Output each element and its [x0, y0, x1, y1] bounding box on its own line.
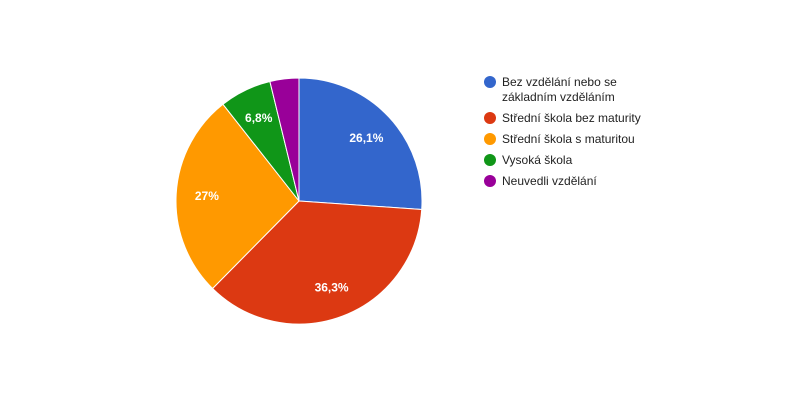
pie-slice-5[interactable]	[269, 77, 300, 202]
legend-label-4: Vysoká škola	[502, 153, 573, 167]
legend-marker-5	[484, 175, 496, 187]
legend-label-5: Neuvedli vzdělání	[502, 174, 597, 188]
legend-item-5[interactable]: Neuvedli vzdělání	[484, 174, 597, 188]
legend-label-3: Střední škola s maturitou	[502, 132, 635, 146]
legend-label-2: Střední škola bez maturity	[502, 111, 641, 125]
legend-item-2[interactable]: Střední škola bez maturity	[484, 111, 641, 125]
slice-value-label-2: 36,3%	[315, 280, 349, 294]
pie-slice-3[interactable]	[175, 103, 300, 290]
legend-marker-4	[484, 154, 496, 166]
legend-marker-2	[484, 112, 496, 124]
legend-marker-1	[484, 76, 496, 88]
pie-slice-1[interactable]	[298, 77, 423, 211]
slice-value-label-1: 26,1%	[349, 131, 383, 145]
slice-value-label-3: 27%	[195, 189, 219, 203]
legend-marker-3	[484, 133, 496, 145]
pie-slice-labels: 26,1% 36,3% 27% 6,8%	[195, 111, 384, 294]
legend-item-4[interactable]: Vysoká škola	[484, 153, 573, 167]
slice-value-label-4: 6,8%	[245, 111, 273, 125]
legend-label-1-line-1: Bez vzdělání nebo se	[502, 75, 617, 89]
pie-slice-2[interactable]	[211, 200, 423, 325]
legend-label-1-line-2: základním vzděláním	[502, 90, 615, 104]
pie-slices	[175, 77, 423, 325]
legend-item-3[interactable]: Střední škola s maturitou	[484, 132, 635, 146]
